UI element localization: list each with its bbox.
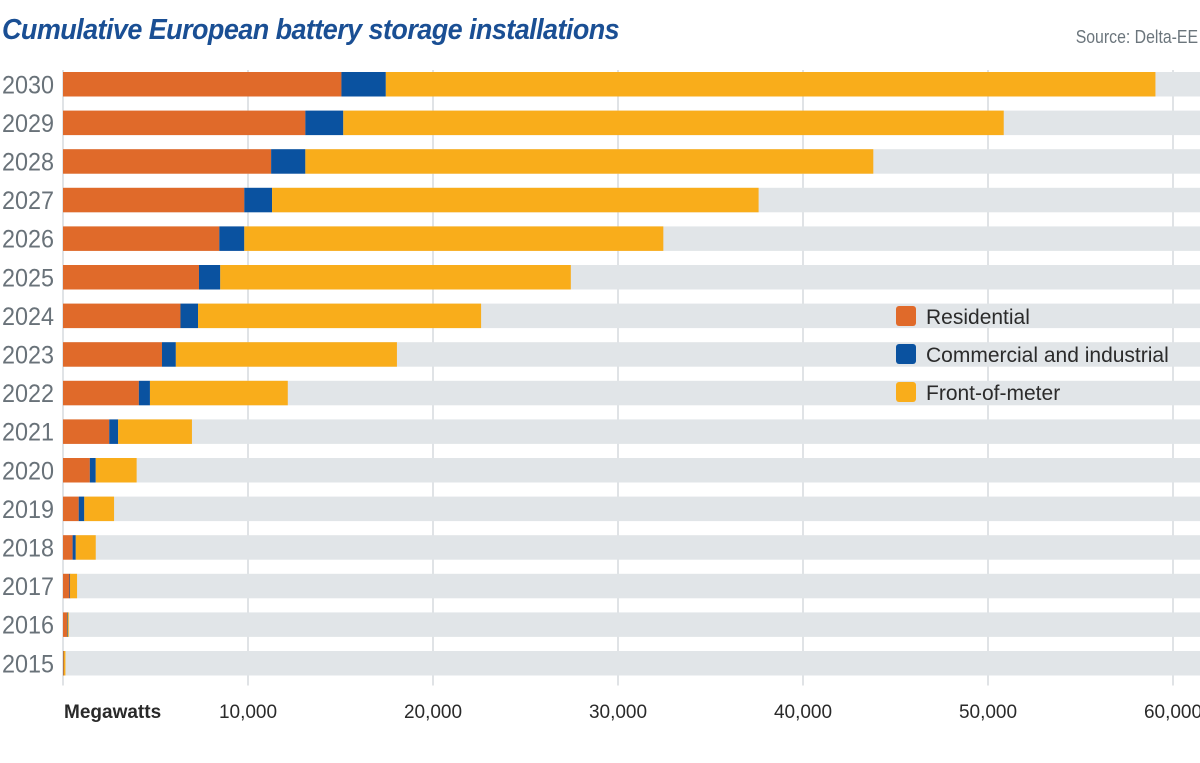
- bar-commercial-industrial: [69, 573, 71, 599]
- bars: [63, 72, 1156, 676]
- bar-track: [63, 535, 1200, 560]
- legend-label: Front-of-meter: [926, 382, 1060, 405]
- bar-residential: [63, 149, 272, 174]
- bar-commercial-industrial: [78, 496, 85, 522]
- bar-commercial-industrial: [72, 535, 76, 560]
- bar-residential: [63, 496, 79, 522]
- bar-front-of-meter: [175, 342, 397, 367]
- bar-commercial-industrial: [341, 72, 386, 97]
- x-axis-title: Megawatts: [64, 702, 161, 723]
- bar-commercial-industrial: [89, 458, 96, 483]
- bar-residential: [63, 72, 342, 97]
- y-axis-label: 2021: [2, 419, 54, 447]
- bar-front-of-meter: [118, 419, 192, 444]
- y-axis-labels: 2030 2029 2028 2027 2026 2025 2024 2023 2022 2021…: [2, 71, 54, 678]
- bar-residential: [63, 651, 64, 676]
- y-axis-label: 2029: [2, 110, 54, 138]
- bar-track: [63, 612, 1200, 637]
- bar-front-of-meter: [305, 149, 874, 174]
- bar-track: [63, 651, 1200, 676]
- bar-residential: [63, 573, 70, 599]
- bar-commercial-industrial: [305, 110, 344, 136]
- bar-front-of-meter: [244, 226, 664, 251]
- bar-residential: [63, 265, 199, 290]
- bar-residential: [63, 458, 90, 483]
- bar-residential: [63, 535, 73, 560]
- y-axis-label: 2017: [2, 573, 54, 601]
- bar-commercial-industrial: [244, 187, 273, 213]
- bar-front-of-meter: [149, 380, 288, 406]
- y-axis-label: 2016: [2, 612, 54, 640]
- bar-front-of-meter: [75, 535, 96, 560]
- bar-residential: [63, 110, 306, 136]
- bar-commercial-industrial: [219, 226, 245, 251]
- bar-residential: [63, 187, 245, 213]
- y-axis-label: 2018: [2, 534, 54, 562]
- bar-track: [63, 419, 1200, 444]
- bar-commercial-industrial: [161, 342, 176, 367]
- x-tick-label: 60,000: [1144, 702, 1200, 723]
- x-tick-label: 30,000: [589, 702, 647, 723]
- y-axis-label: 2019: [2, 496, 54, 524]
- bar-commercial-industrial: [109, 419, 119, 444]
- legend-label: Commercial and industrial: [926, 344, 1169, 367]
- bar-residential: [63, 342, 162, 367]
- x-tick-label: 20,000: [404, 702, 462, 723]
- y-axis-label: 2022: [2, 380, 54, 408]
- bar-front-of-meter: [198, 303, 482, 329]
- chart-title: Cumulative European battery storage inst…: [2, 14, 620, 46]
- bar-front-of-meter: [95, 458, 137, 483]
- legend-swatch: [896, 306, 916, 326]
- source-note: Source: Delta-EE: [1075, 27, 1198, 47]
- bar-residential: [63, 419, 110, 444]
- x-axis-ticks: Megawatts 10,000 20,000 30,000 40,000 50,000…: [64, 702, 1200, 723]
- y-axis-label: 2026: [2, 226, 54, 254]
- bar-front-of-meter: [272, 187, 759, 213]
- bar-residential: [63, 612, 68, 637]
- bar-front-of-meter: [67, 612, 69, 637]
- bar-front-of-meter: [343, 110, 1004, 136]
- y-axis-label: 2023: [2, 341, 54, 369]
- bar-front-of-meter: [385, 72, 1156, 97]
- bar-commercial-industrial: [180, 303, 199, 329]
- legend-label: Residential: [926, 306, 1030, 329]
- bar-front-of-meter: [63, 651, 66, 676]
- bar-front-of-meter: [220, 265, 571, 290]
- bar-residential: [63, 303, 181, 329]
- legend: Residential Commercial and industrial Fron…: [896, 306, 1169, 405]
- y-axis-label: 2027: [2, 187, 54, 215]
- y-axis-label: 2024: [2, 303, 54, 331]
- legend-swatch: [896, 344, 916, 364]
- bar-commercial-industrial: [138, 380, 150, 406]
- bar-commercial-industrial: [67, 612, 68, 637]
- x-tick-label: 50,000: [959, 702, 1017, 723]
- bar-track: [63, 458, 1200, 483]
- bar-residential: [63, 380, 139, 406]
- y-axis-label: 2025: [2, 264, 54, 292]
- bar-commercial-industrial: [271, 149, 306, 174]
- x-tick-label: 10,000: [219, 702, 277, 723]
- y-axis-label: 2020: [2, 457, 54, 485]
- x-tick-label: 40,000: [774, 702, 832, 723]
- bar-front-of-meter: [84, 496, 115, 522]
- bar-track: [63, 573, 1200, 599]
- y-axis-label: 2028: [2, 148, 54, 176]
- bar-commercial-industrial: [198, 265, 221, 290]
- bar-front-of-meter: [70, 573, 78, 599]
- bar-track: [63, 496, 1200, 522]
- y-axis-label: 2030: [2, 71, 54, 99]
- legend-swatch: [896, 382, 916, 402]
- y-axis-label: 2015: [2, 650, 54, 678]
- bar-residential: [63, 226, 220, 251]
